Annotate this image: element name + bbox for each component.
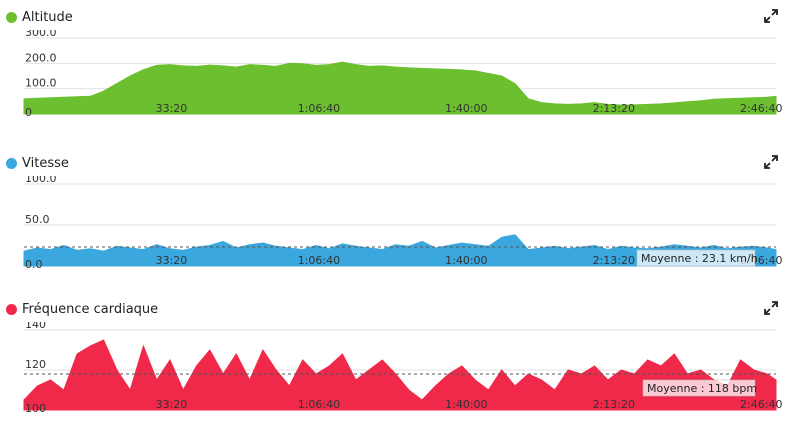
- x-tick-label: 33:20: [156, 102, 188, 115]
- expand-icon[interactable]: [764, 301, 778, 315]
- y-tick-label: 100.0: [25, 176, 57, 185]
- average-label-text: Moyenne : 23.1 km/h: [641, 252, 758, 265]
- speed-chart: 100.050.00.0 33:20 1:06:40 1:40:00 2:13:20 2:…: [23, 176, 782, 270]
- average-label-box: [636, 249, 756, 267]
- x-tick-label: 1:40:00: [445, 102, 487, 115]
- heart-rate-panel: Fréquence cardiaque 140 120 100 33:20 1:06:4…: [0, 298, 800, 420]
- x-tick-label: 2:13:20: [593, 398, 635, 411]
- speed-title: Vitesse: [22, 155, 69, 171]
- x-tick-label: 1:40:00: [445, 254, 487, 267]
- x-tick-label: 1:06:40: [298, 102, 340, 115]
- series-area: [23, 61, 777, 115]
- heart-rate-legend-dot: [6, 303, 17, 315]
- y-tick-label: 200.0: [25, 51, 57, 64]
- y-tick-label: 0.0: [25, 258, 43, 270]
- average-label: Moyenne : 118 bpm: [642, 379, 757, 397]
- altitude-header: Altitude: [6, 6, 73, 28]
- y-tick-label: 300.0: [25, 30, 57, 39]
- x-tick-label: 1:40:00: [445, 398, 487, 411]
- y-tick-label: 120: [25, 358, 46, 371]
- y-tick-label: 100.0: [25, 77, 57, 90]
- y-tick-label: 140: [25, 322, 46, 331]
- series-area: [23, 339, 777, 411]
- expand-icon[interactable]: [764, 155, 778, 169]
- expand-icon[interactable]: [764, 9, 778, 23]
- average-label-box: [642, 379, 756, 397]
- heart-rate-title: Fréquence cardiaque: [22, 301, 159, 317]
- x-tick-label: 33:20: [156, 398, 188, 411]
- x-tick-label: 2:13:20: [593, 254, 635, 267]
- x-tick-label: 1:06:40: [298, 254, 340, 267]
- average-label-text: Moyenne : 118 bpm: [647, 382, 757, 395]
- average-label: Moyenne : 23.1 km/h: [636, 249, 758, 267]
- y-tick-label: 50.0: [25, 213, 50, 226]
- speed-panel: Vitesse 100.0 50.0 0.0 33:20 1:06:40 1:40:00 2…: [0, 152, 800, 270]
- altitude-panel: Altitude 300.0 200.0 100.0 0 33:20 1:06:40 1:4…: [0, 6, 800, 118]
- y-tick-label: 0: [25, 106, 32, 118]
- speed-header: Vitesse: [6, 152, 69, 174]
- altitude-title: Altitude: [22, 9, 73, 25]
- x-tick-label: 2:46:40: [740, 398, 782, 411]
- heart-rate-header: Fréquence cardiaque: [6, 298, 158, 320]
- altitude-chart: 300.0 200.0 100.0 0 33:20 1:06:40 1:40:00 2:13:…: [23, 30, 782, 118]
- x-tick-label: 33:20: [156, 254, 188, 267]
- heart-rate-chart: 140 120 100 33:20 1:06:40 1:40:00 2:13:20 2:46:…: [23, 322, 782, 414]
- x-tick-label: 2:46:40: [740, 102, 782, 115]
- x-tick-label: 1:06:40: [298, 398, 340, 411]
- y-tick-label: 100: [25, 402, 46, 414]
- speed-legend-dot: [6, 157, 17, 169]
- altitude-legend-dot: [6, 11, 17, 23]
- x-tick-label: 2:13:20: [593, 102, 635, 115]
- series-area: [23, 234, 777, 267]
